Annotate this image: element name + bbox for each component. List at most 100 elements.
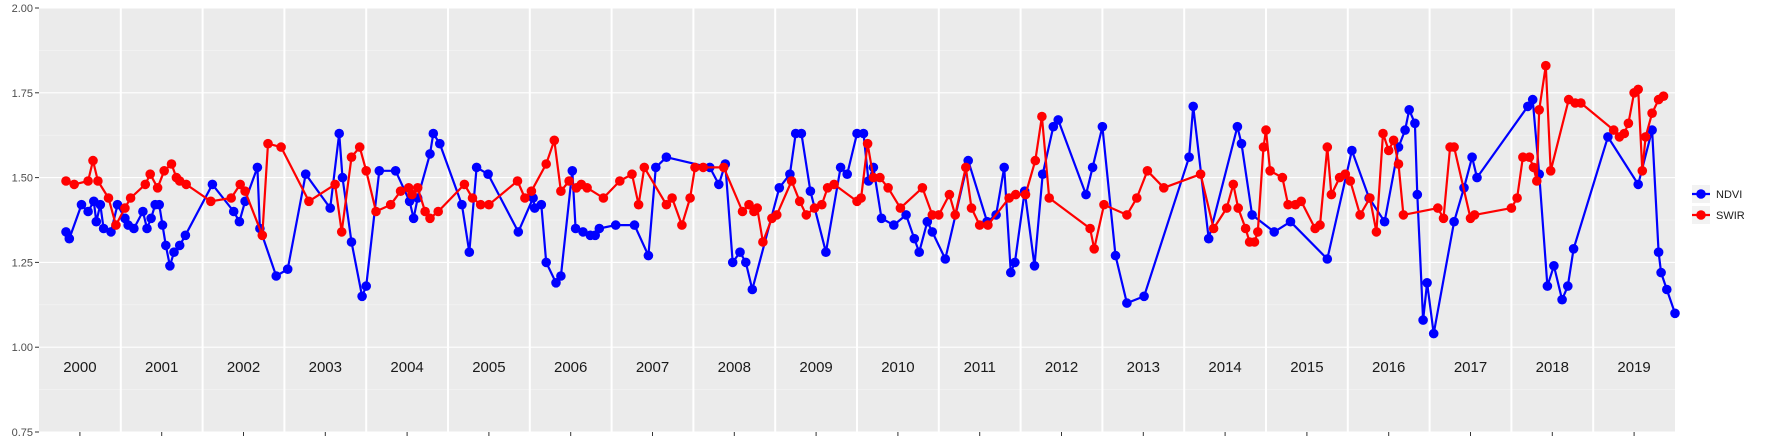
data-point-swir [1640,132,1651,142]
legend-key-point [1696,189,1706,199]
data-point-swir [1576,98,1586,108]
data-point-ndvi [1647,125,1657,135]
data-point-swir [103,193,114,203]
data-point-swir [1608,125,1619,135]
data-point-ndvi [337,172,348,183]
data-point-ndvi [1097,121,1108,132]
data-point-swir [159,166,169,176]
year-label: 2008 [718,359,751,376]
data-point-swir [1085,223,1095,234]
data-point-swir [1020,189,1031,200]
data-point-swir [1532,176,1542,186]
data-point-swir [120,203,130,213]
year-label: 2005 [472,359,505,376]
data-point-ndvi [390,166,401,176]
data-point-swir [950,210,960,220]
data-point-swir [1469,210,1480,220]
data-point-swir [361,166,372,176]
data-point-ndvi [858,128,869,139]
data-point-ndvi [165,261,175,271]
data-point-swir [1433,203,1443,213]
data-point-ndvi [876,213,887,224]
data-point-swir [883,183,893,193]
data-point-swir [1283,199,1293,210]
data-point-ndvi [1379,216,1390,227]
data-point-ndvi [556,271,566,281]
data-point-ndvi [64,233,75,244]
data-point-swir [633,199,644,210]
data-point-ndvi [513,227,524,237]
data-point-swir [809,203,820,213]
data-point-ndvi [1410,118,1420,129]
data-point-swir [276,142,286,152]
data-point-ndvi [1670,308,1680,319]
data-point-swir [1378,128,1388,139]
data-point-swir [1253,227,1263,237]
data-point-ndvi [471,162,482,173]
data-point-ndvi [741,257,751,268]
year-label: 2014 [1208,359,1241,376]
data-point-swir [407,189,417,200]
data-point-ndvi [629,220,640,230]
data-point-swir [166,159,177,169]
data-point-ndvi [909,233,920,244]
data-point-ndvi [1006,267,1016,278]
data-point-ndvi [1603,132,1613,142]
data-point-ndvi [567,166,578,176]
year-label: 2007 [636,359,669,376]
data-point-swir [690,162,700,173]
data-point-swir [140,179,151,190]
data-point-ndvi [1418,315,1428,325]
year-label: 2003 [309,359,342,376]
data-point-ndvi [927,227,938,237]
data-point-swir [1524,152,1535,162]
data-point-ndvi [142,223,152,234]
data-point-ndvi [747,284,758,295]
data-point-swir [1296,196,1306,207]
data-point-swir [69,179,79,190]
data-point-ndvi [252,162,263,173]
data-point-swir [974,220,985,230]
data-point-swir [395,186,406,196]
data-point-swir [1388,135,1399,146]
data-point-ndvi [914,247,924,257]
data-point-ndvi [1048,121,1059,132]
data-point-swir [371,206,381,217]
data-point-ndvi [835,162,846,173]
data-point-swir [257,230,268,241]
data-point-swir [412,183,423,193]
data-point-swir [1233,203,1243,213]
data-point-swir [1195,169,1206,179]
data-point-swir [934,210,944,220]
data-point-swir [1506,203,1517,213]
data-point-ndvi [408,213,419,224]
y-axis: 0.75 1.00 1.25 1.50 1.75 2.00 [12,3,39,439]
data-point-ndvi [940,254,951,264]
data-point-swir [520,193,530,203]
data-point-ndvi [1662,284,1672,295]
data-point-swir [556,186,566,196]
y-tick-label: 1.00 [12,342,33,354]
year-label: 2010 [881,359,914,376]
data-point-swir [304,196,314,207]
year-separators [119,8,1595,432]
data-point-swir [737,206,748,217]
data-point-swir [685,193,695,203]
data-point-swir [1142,166,1153,176]
data-point-swir [240,186,250,196]
data-point-swir [786,176,797,186]
data-point-swir [758,237,768,247]
year-label: 2013 [1127,359,1160,376]
data-point-swir [677,220,687,230]
data-point-ndvi [129,223,139,234]
year-label: 2004 [390,359,423,376]
data-point-ndvi [83,206,93,217]
data-point-ndvi [1139,291,1149,302]
data-point-ndvi [821,247,831,257]
data-point-swir [1322,142,1333,152]
data-point-swir [1438,213,1449,224]
data-point-ndvi [1122,298,1132,308]
data-point-swir [1037,111,1047,122]
legend: NDVI SWIR [1688,180,1768,228]
data-point-swir [794,196,805,207]
